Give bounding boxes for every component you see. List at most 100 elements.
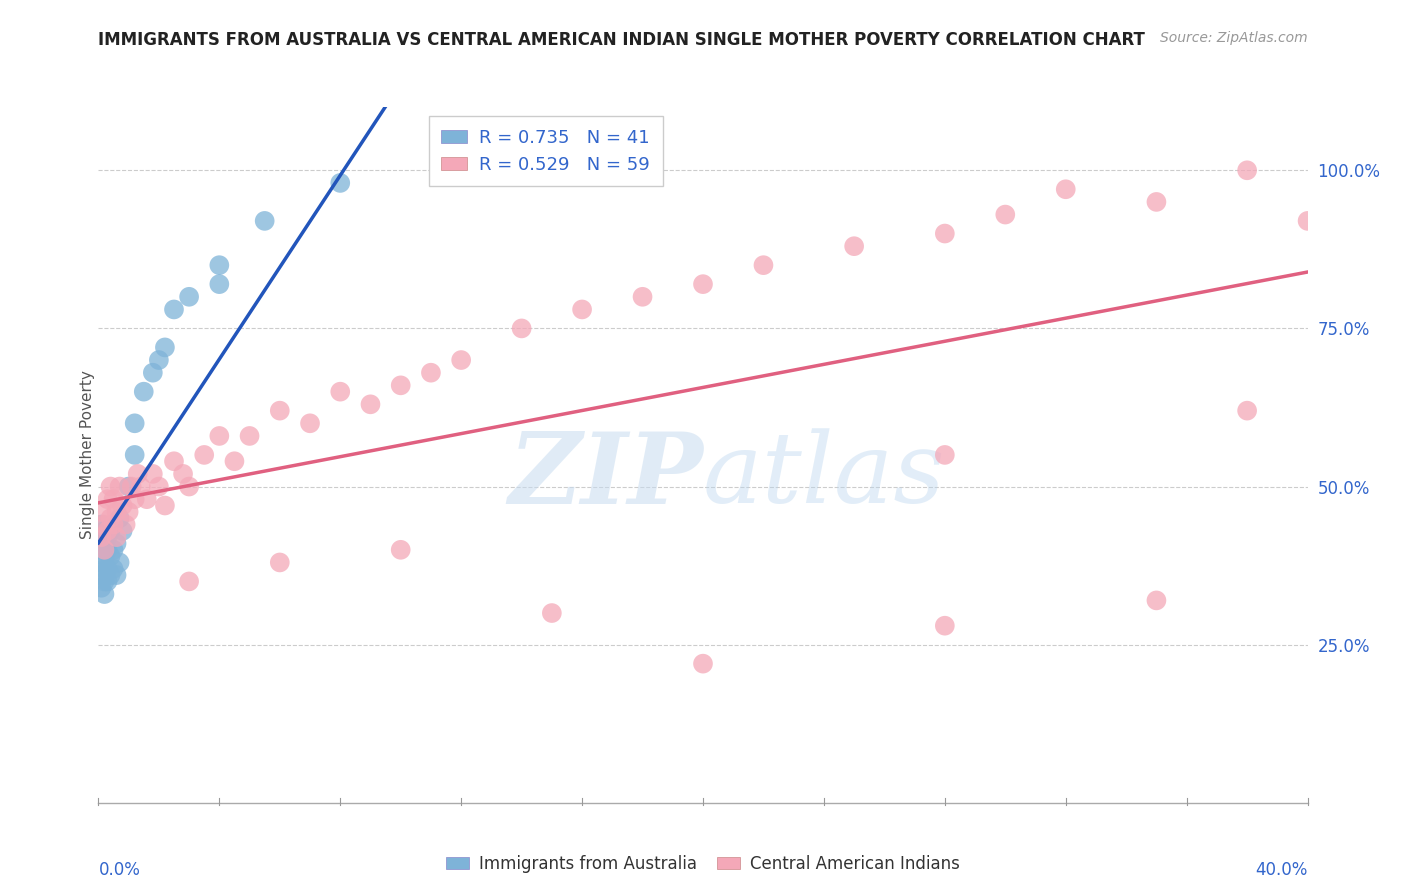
Point — [692, 657, 714, 671]
Point — [994, 208, 1017, 222]
Point — [132, 384, 155, 399]
Point — [103, 542, 125, 557]
Point — [934, 618, 956, 632]
Point — [118, 505, 141, 519]
Point — [108, 479, 131, 493]
Point — [389, 378, 412, 392]
Point — [329, 176, 352, 190]
Point — [1236, 403, 1258, 417]
Point — [269, 403, 291, 417]
Point — [90, 517, 112, 532]
Text: 0.0%: 0.0% — [98, 861, 141, 879]
Point — [96, 574, 118, 589]
Point — [172, 467, 194, 481]
Point — [163, 302, 186, 317]
Point — [124, 417, 146, 431]
Point — [239, 429, 262, 443]
Point — [90, 542, 112, 557]
Point — [93, 562, 115, 576]
Point — [1144, 194, 1167, 209]
Point — [389, 542, 412, 557]
Point — [90, 530, 112, 544]
Point — [105, 505, 128, 519]
Point — [1296, 214, 1319, 228]
Point — [100, 479, 122, 493]
Point — [631, 290, 654, 304]
Point — [90, 568, 112, 582]
Legend: R = 0.735   N = 41, R = 0.529   N = 59: R = 0.735 N = 41, R = 0.529 N = 59 — [429, 116, 662, 186]
Point — [163, 454, 186, 468]
Point — [100, 568, 122, 582]
Point — [93, 587, 115, 601]
Point — [96, 530, 118, 544]
Text: atlas: atlas — [703, 428, 946, 524]
Point — [93, 517, 115, 532]
Point — [103, 517, 125, 532]
Point — [692, 277, 714, 292]
Point — [142, 366, 165, 380]
Point — [108, 511, 131, 525]
Point — [752, 258, 775, 272]
Point — [148, 353, 170, 368]
Point — [90, 530, 112, 544]
Point — [934, 227, 956, 241]
Point — [96, 542, 118, 557]
Point — [571, 302, 593, 317]
Point — [103, 562, 125, 576]
Point — [177, 290, 201, 304]
Point — [844, 239, 866, 253]
Point — [111, 524, 134, 538]
Point — [934, 448, 956, 462]
Point — [329, 384, 352, 399]
Point — [299, 417, 322, 431]
Point — [153, 340, 176, 354]
Point — [208, 277, 231, 292]
Point — [114, 517, 136, 532]
Text: Source: ZipAtlas.com: Source: ZipAtlas.com — [1160, 31, 1308, 45]
Point — [269, 556, 291, 570]
Point — [450, 163, 472, 178]
Y-axis label: Single Mother Poverty: Single Mother Poverty — [80, 370, 94, 540]
Point — [100, 549, 122, 563]
Point — [118, 479, 141, 493]
Point — [177, 479, 201, 493]
Point — [93, 574, 115, 589]
Point — [124, 448, 146, 462]
Point — [108, 556, 131, 570]
Point — [96, 524, 118, 538]
Point — [103, 517, 125, 532]
Point — [142, 467, 165, 481]
Point — [103, 492, 125, 507]
Point — [105, 530, 128, 544]
Point — [208, 258, 231, 272]
Point — [96, 492, 118, 507]
Point — [93, 536, 115, 550]
Point — [253, 214, 276, 228]
Point — [105, 568, 128, 582]
Point — [90, 581, 112, 595]
Point — [121, 479, 143, 493]
Point — [127, 467, 149, 481]
Point — [100, 511, 122, 525]
Point — [105, 536, 128, 550]
Point — [193, 448, 215, 462]
Point — [177, 574, 201, 589]
Point — [224, 454, 246, 468]
Point — [96, 562, 118, 576]
Point — [100, 524, 122, 538]
Point — [93, 549, 115, 563]
Point — [1054, 182, 1077, 196]
Text: 40.0%: 40.0% — [1256, 861, 1308, 879]
Point — [90, 556, 112, 570]
Point — [450, 353, 472, 368]
Point — [111, 499, 134, 513]
Text: ZIP: ZIP — [508, 427, 703, 524]
Point — [360, 397, 382, 411]
Point — [148, 479, 170, 493]
Point — [124, 492, 146, 507]
Point — [135, 492, 157, 507]
Legend: Immigrants from Australia, Central American Indians: Immigrants from Australia, Central Ameri… — [439, 848, 967, 880]
Point — [153, 499, 176, 513]
Point — [1236, 163, 1258, 178]
Point — [90, 505, 112, 519]
